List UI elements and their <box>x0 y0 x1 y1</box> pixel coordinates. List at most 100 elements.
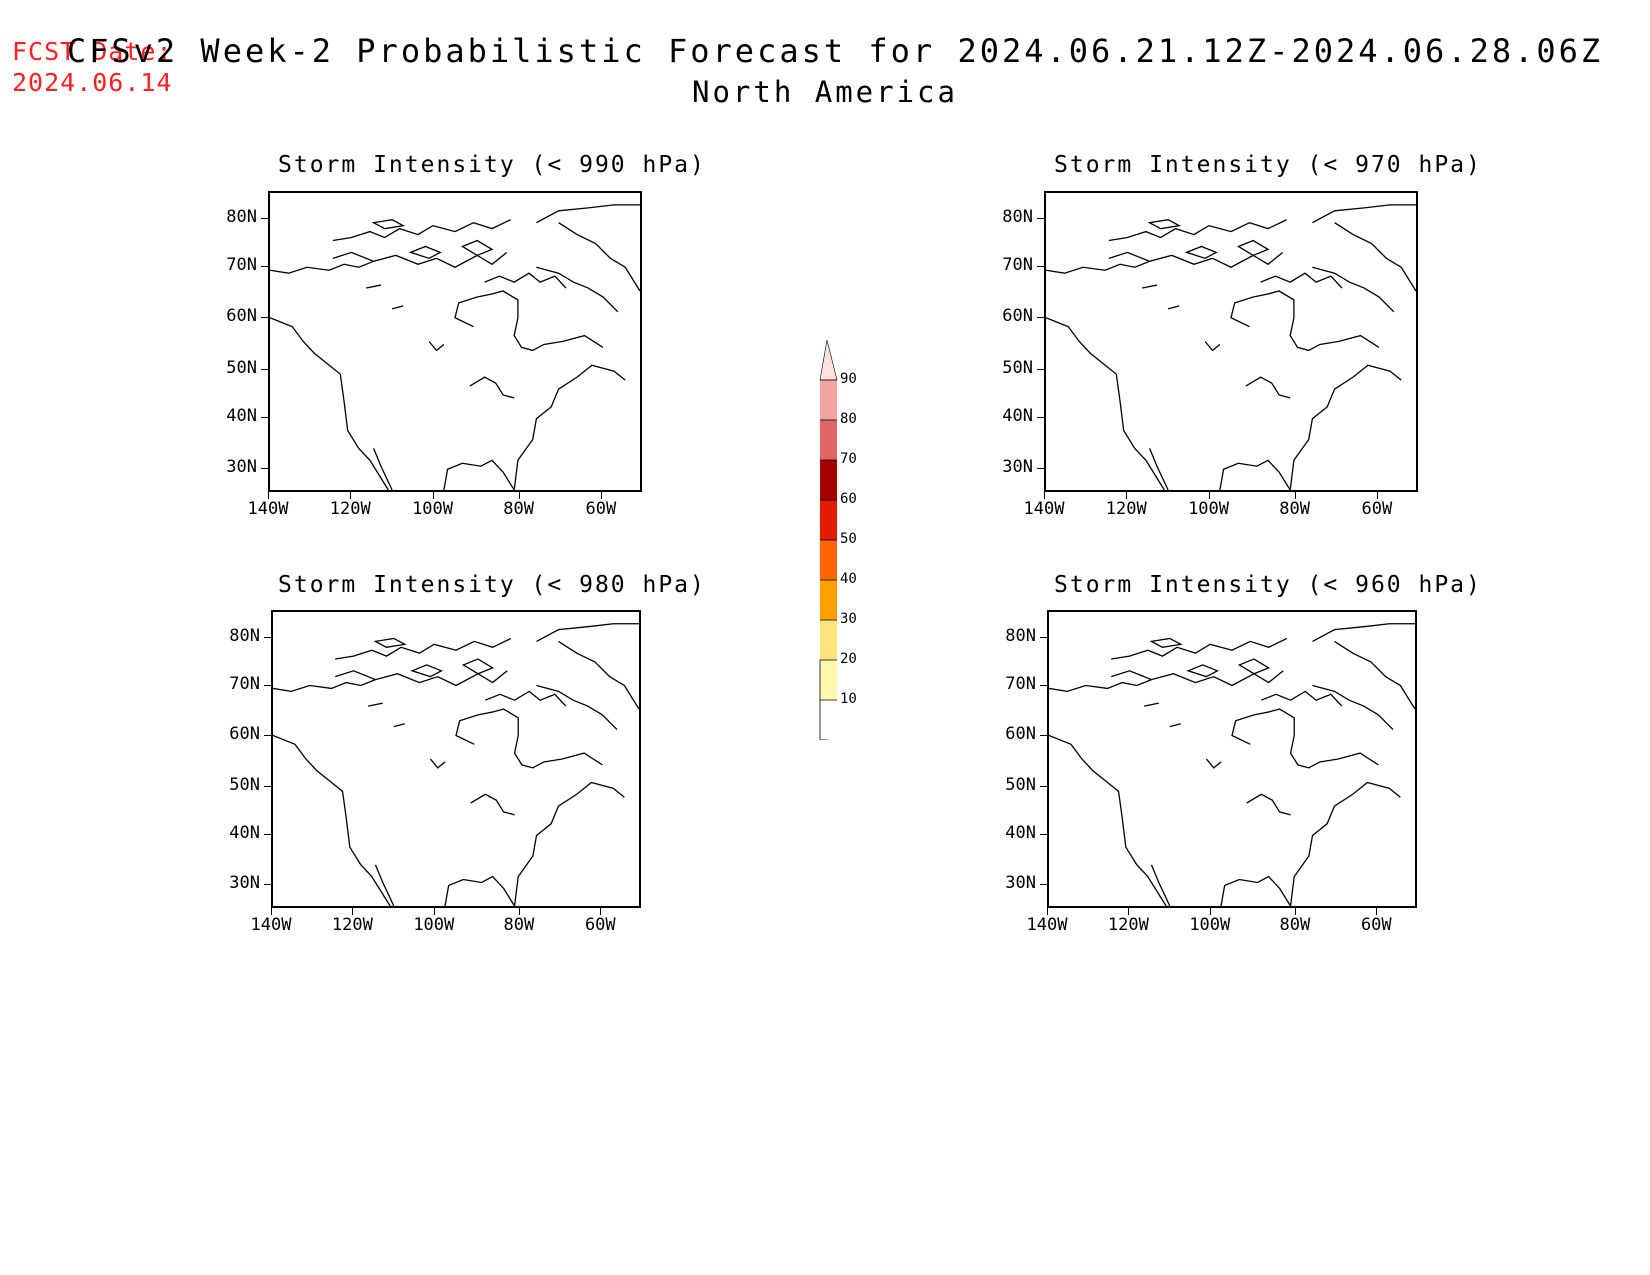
lon-label: 140W <box>250 915 292 935</box>
coastline <box>1261 273 1342 288</box>
lon-label: 80W <box>1279 915 1311 935</box>
lon-label: 140W <box>1023 499 1065 519</box>
colorbar-segment <box>820 460 837 500</box>
lon-tick <box>1128 908 1130 915</box>
coastline <box>333 220 511 241</box>
coastline <box>1220 460 1290 490</box>
map-frame <box>271 610 641 908</box>
coastline <box>470 377 514 398</box>
lat-label: 70N <box>1002 255 1033 276</box>
colorbar-label: 70 <box>840 451 857 467</box>
coastline <box>1109 220 1287 241</box>
coastline <box>1150 220 1180 229</box>
lon-tick <box>268 492 269 499</box>
lat-label: 60N <box>229 724 260 745</box>
colorbar-label: 90 <box>840 371 857 387</box>
colorbar-segment-top <box>819 339 838 381</box>
lat-label: 70N <box>226 255 257 276</box>
lat-label: 80N <box>1005 625 1036 646</box>
lat-tick <box>1040 636 1047 638</box>
coastline <box>412 665 441 677</box>
lat-tick <box>261 218 268 220</box>
lat-tick <box>264 884 271 886</box>
lat-tick <box>1037 317 1044 319</box>
lon-label: 60W <box>585 499 617 519</box>
lon-label: 120W <box>331 915 373 935</box>
lon-tick <box>518 908 520 915</box>
lon-tick <box>1294 908 1296 915</box>
coastline <box>1313 686 1394 730</box>
colorbar-label: 10 <box>840 691 857 707</box>
lat-tick <box>264 636 271 638</box>
lon-tick <box>1126 492 1128 499</box>
lon-tick <box>1376 492 1378 499</box>
lat-label: 60N <box>1002 306 1033 327</box>
lon-tick <box>433 908 435 915</box>
coastline <box>455 291 603 350</box>
coastline <box>444 460 514 490</box>
lat-tick <box>1037 416 1044 418</box>
lon-label: 80W <box>503 499 534 519</box>
coastline <box>1312 205 1416 223</box>
coastline <box>558 641 639 709</box>
coastline <box>368 703 383 706</box>
forecast-date-value: 2024.06.14 <box>12 68 173 97</box>
lon-tick <box>600 908 602 915</box>
coastline <box>1291 783 1401 906</box>
lat-tick <box>264 684 271 686</box>
coastline <box>1049 680 1151 692</box>
lat-label: 40N <box>226 405 257 426</box>
coastline <box>1238 241 1268 256</box>
coastline <box>445 877 515 906</box>
lat-tick <box>261 266 268 268</box>
panel-title: Storm Intensity (< 970 hPa) <box>1054 152 1482 178</box>
lon-label: 120W <box>1107 915 1149 935</box>
lat-tick <box>1037 467 1044 469</box>
lat-tick <box>1037 266 1044 268</box>
coastline <box>1142 285 1157 288</box>
lat-label: 50N <box>229 774 260 795</box>
lon-label: 100W <box>1189 915 1231 935</box>
coastline <box>1206 759 1221 768</box>
coastline <box>1221 877 1291 906</box>
coastline <box>1046 261 1150 273</box>
coastline <box>456 709 602 768</box>
coastline <box>270 318 388 490</box>
page-title: CFSv2 Week-2 Probabilistic Forecast for … <box>66 32 1604 70</box>
coastline <box>536 205 640 223</box>
coastline <box>1205 342 1220 351</box>
colorbar <box>815 339 875 741</box>
lat-tick <box>1037 368 1044 370</box>
page-subtitle: North America <box>692 75 958 109</box>
coastline <box>1290 365 1401 490</box>
coastline <box>1246 377 1290 398</box>
coastline <box>1239 659 1268 674</box>
lat-tick <box>264 833 271 835</box>
lat-tick <box>1040 735 1047 737</box>
lon-tick <box>1047 908 1048 915</box>
coastline <box>1188 665 1217 677</box>
coastline <box>1334 641 1415 709</box>
lat-tick <box>1040 833 1047 835</box>
colorbar-graphic <box>819 339 838 741</box>
panel-title: Storm Intensity (< 960 hPa) <box>1054 572 1482 598</box>
colorbar-segment <box>820 580 837 620</box>
coastline-map <box>270 193 640 490</box>
lon-tick <box>518 492 520 499</box>
panel-title: Storm Intensity (< 990 hPa) <box>278 152 706 178</box>
lon-label: 80W <box>503 915 535 935</box>
coastline <box>485 691 566 706</box>
coastline <box>1312 267 1393 312</box>
coastline <box>375 865 393 906</box>
coastline <box>1247 794 1291 815</box>
lat-tick <box>264 735 271 737</box>
lon-label: 100W <box>412 499 454 519</box>
coastline <box>537 624 639 642</box>
coastline <box>1187 246 1217 258</box>
coastline <box>1151 638 1180 647</box>
lat-tick <box>264 785 271 787</box>
coastline <box>537 686 618 730</box>
coastline <box>1231 291 1379 350</box>
lon-tick <box>1294 492 1296 499</box>
lat-tick <box>1037 218 1044 220</box>
